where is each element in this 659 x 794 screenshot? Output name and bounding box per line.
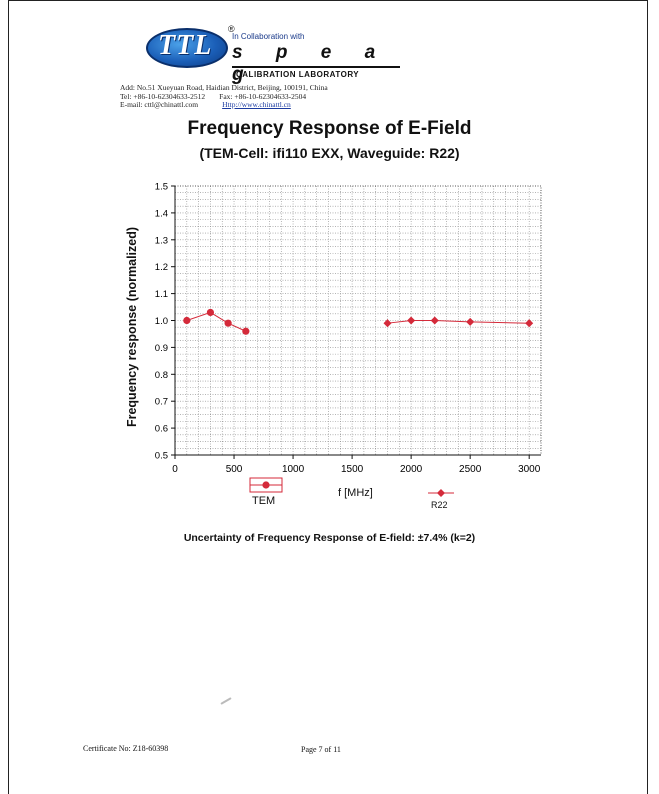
y-tick-label: 1.5: [155, 182, 168, 193]
x-axis-label: f [MHz]: [338, 487, 373, 499]
collaboration-label: In Collaboration with: [232, 32, 305, 41]
page-number: Page 7 of 11: [301, 745, 341, 754]
uncertainty-statement: Uncertainty of Frequency Response of E-f…: [183, 532, 476, 544]
legend-r22-label: R22: [431, 500, 448, 510]
data-point-r22: [466, 317, 475, 326]
registered-mark: ®: [228, 24, 235, 34]
data-point-tem: [224, 319, 232, 327]
data-point-tem: [183, 316, 191, 325]
series: [183, 308, 534, 335]
y-tick-label: 0.6: [155, 424, 168, 435]
calibration-lab-label: CALIBRATION LABORATORY: [236, 70, 360, 79]
data-point-r22: [525, 319, 534, 328]
y-tick-label: 1.4: [155, 208, 168, 219]
y-tick-label: 1.1: [155, 289, 168, 300]
x-tick-label: 1500: [341, 464, 364, 475]
y-tick-label: 1.0: [155, 316, 168, 327]
chart-title: Frequency Response of E-Field: [187, 118, 472, 139]
y-tick-label: 1.2: [155, 262, 168, 273]
x-tick-label: 2500: [459, 464, 482, 475]
data-point-r22: [407, 316, 416, 325]
legend-r22-marker: [436, 488, 446, 498]
website-link[interactable]: Http://www.chinattl.cn: [222, 100, 291, 109]
partner-name: s p e a g: [232, 42, 390, 85]
y-tick-label: 1.3: [155, 235, 168, 246]
axes: 0.5 0.6 0.7 0.8 0.9 1.0 1.1 1.2 1.3 1.4 1.5 0 500 100…: [155, 182, 541, 475]
x-tick-label: 1000: [282, 464, 305, 475]
lab-logo: TTL ® In Collaboration with s p e a g CA…: [140, 22, 410, 85]
certificate-number: Certificate No: Z18-60398: [83, 744, 169, 753]
address-line: Add: No.51 Xueyuan Road, Haidian Distric…: [120, 83, 328, 92]
legend-tem-label: TEM: [252, 495, 276, 507]
ttl-logo-text: TTL: [158, 30, 213, 61]
data-point-r22: [383, 319, 392, 328]
data-point-tem: [206, 308, 215, 317]
x-tick-label: 2000: [400, 464, 423, 475]
y-tick-label: 0.5: [155, 451, 168, 462]
lab-address: Add: No.51 Xueyuan Road, Haidian Distric…: [120, 83, 328, 110]
y-tick-label: 0.9: [155, 343, 168, 354]
legend: [249, 477, 454, 498]
page-frame: [8, 0, 648, 794]
partner-underline: [232, 66, 400, 68]
tel-line: Tel: +86-10-62304633-2512: [120, 91, 206, 101]
ttl-logo-oval: [146, 28, 228, 68]
y-tick-label: 0.7: [155, 397, 168, 408]
chart-subtitle: (TEM-Cell: ifi110 EXX, Waveguide: R22): [199, 145, 460, 161]
data-point-r22: [430, 316, 439, 325]
fax-line: Fax: +86-10-62304633-2504: [219, 91, 307, 101]
email-line: E-mail: cttl@chinattl.com: [120, 100, 199, 109]
series-line-tem: [186, 311, 247, 332]
data-point-tem: [242, 327, 250, 335]
x-tick-label: 0: [172, 464, 178, 475]
y-tick-label: 0.8: [155, 370, 168, 381]
x-tick-label: 3000: [518, 464, 541, 475]
x-tick-label: 500: [226, 464, 243, 475]
legend-tem-marker: [262, 481, 270, 489]
